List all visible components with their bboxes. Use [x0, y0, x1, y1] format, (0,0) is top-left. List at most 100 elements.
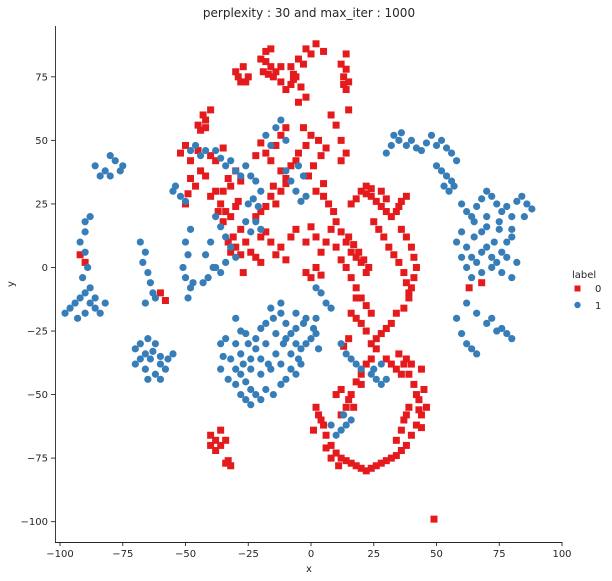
data-point-series-0	[362, 182, 370, 190]
data-point-series-1	[327, 421, 335, 429]
data-point-series-0	[302, 141, 310, 149]
data-point-series-0	[382, 208, 390, 216]
y-tick-label: 25	[35, 199, 48, 210]
data-point-series-1	[184, 294, 192, 302]
data-point-series-1	[473, 258, 481, 266]
data-point-series-0	[407, 360, 415, 368]
data-point-series-1	[262, 385, 270, 394]
data-point-series-0	[400, 416, 408, 424]
data-point-series-1	[136, 355, 144, 363]
data-point-series-0	[352, 284, 360, 292]
data-point-series-1	[257, 396, 265, 404]
data-point-series-1	[201, 146, 210, 155]
y-axis-label: y	[6, 281, 17, 287]
data-point-series-0	[412, 263, 420, 271]
data-point-series-1	[508, 335, 516, 343]
data-point-series-1	[116, 167, 124, 175]
data-point-series-1	[445, 187, 453, 195]
data-point-series-1	[498, 248, 506, 256]
data-point-series-1	[342, 421, 350, 429]
data-point-series-0	[212, 446, 220, 454]
data-point-series-0	[212, 187, 220, 195]
data-point-series-0	[322, 431, 330, 439]
data-point-series-0	[330, 208, 338, 216]
data-point-series-1	[432, 162, 441, 170]
data-point-series-1	[267, 365, 275, 373]
data-point-series-0	[357, 464, 365, 472]
data-point-series-1	[149, 347, 157, 355]
data-point-series-1	[468, 253, 476, 261]
data-point-series-1	[257, 225, 265, 233]
data-point-series-1	[86, 213, 94, 221]
data-point-series-0	[342, 457, 350, 465]
data-point-series-1	[282, 319, 290, 327]
data-point-series-1	[287, 350, 295, 358]
data-point-series-0	[417, 411, 425, 419]
data-point-series-0	[402, 279, 410, 287]
data-point-series-0	[430, 515, 438, 523]
data-point-series-0	[395, 258, 403, 266]
data-point-series-1	[257, 187, 265, 195]
data-point-series-0	[478, 279, 486, 287]
data-point-series-0	[322, 444, 330, 452]
chart-title: perplexity : 30 and max_iter : 1000	[203, 6, 415, 20]
data-point-series-1	[503, 329, 511, 338]
data-point-series-1	[495, 218, 503, 226]
data-point-series-1	[272, 350, 280, 358]
data-point-series-1	[84, 263, 92, 272]
data-point-series-0	[176, 149, 184, 157]
series-0-points	[76, 40, 486, 523]
data-point-series-0	[322, 238, 330, 246]
data-point-series-0	[202, 116, 210, 124]
data-point-series-0	[227, 248, 235, 256]
data-point-series-0	[320, 421, 328, 429]
data-point-series-1	[463, 207, 471, 216]
data-point-series-0	[282, 124, 290, 132]
data-point-series-1	[81, 248, 89, 256]
data-point-series-0	[342, 403, 350, 411]
data-point-series-0	[217, 441, 225, 449]
data-point-series-1	[217, 365, 225, 373]
data-point-series-0	[355, 248, 363, 256]
data-point-series-1	[66, 304, 74, 312]
data-point-series-0	[262, 202, 270, 210]
data-point-series-1	[81, 228, 89, 236]
data-point-series-0	[387, 360, 395, 368]
data-point-series-0	[234, 197, 242, 205]
data-point-series-1	[227, 355, 235, 363]
data-point-series-1	[312, 314, 320, 322]
data-point-series-1	[483, 213, 491, 221]
data-point-series-0	[202, 172, 210, 180]
x-axis-label: x	[306, 564, 312, 575]
data-point-series-1	[470, 218, 478, 226]
data-point-series-0	[362, 269, 370, 277]
data-point-series-0	[294, 98, 302, 106]
legend-label-series-1: 1	[595, 301, 601, 312]
data-point-series-1	[252, 218, 260, 226]
data-point-series-0	[377, 202, 385, 210]
data-point-series-0	[294, 149, 302, 157]
data-point-series-0	[402, 411, 410, 419]
data-point-series-1	[407, 136, 416, 144]
data-point-series-1	[503, 253, 511, 261]
data-point-series-0	[387, 319, 395, 327]
data-point-series-1	[463, 340, 471, 348]
data-point-series-0	[222, 459, 230, 467]
data-point-series-0	[287, 233, 295, 241]
data-point-series-0	[337, 454, 345, 462]
data-point-series-0	[312, 187, 320, 195]
data-point-series-1	[347, 416, 355, 424]
data-point-series-0	[397, 426, 405, 434]
data-point-series-0	[407, 284, 415, 292]
data-point-series-1	[277, 309, 285, 317]
data-point-series-0	[277, 63, 285, 71]
data-point-series-0	[362, 190, 370, 198]
data-point-series-0	[392, 452, 400, 460]
data-point-series-0	[407, 431, 415, 439]
data-point-series-0	[282, 180, 290, 188]
data-point-series-0	[410, 274, 418, 282]
data-point-series-1	[458, 228, 466, 236]
data-point-series-0	[360, 256, 368, 264]
data-point-series-0	[310, 426, 318, 434]
